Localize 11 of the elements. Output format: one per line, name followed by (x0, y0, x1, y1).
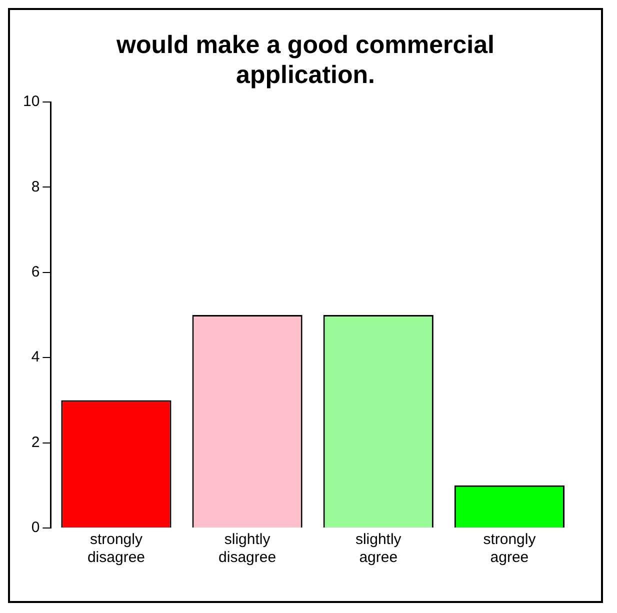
x-tick-label: strongly agree (483, 531, 536, 566)
y-tick-label: 2 (31, 434, 40, 451)
x-tick-label: slightly agree (355, 531, 402, 566)
x-tick-label: slightly disagree (218, 531, 276, 566)
y-tick-label: 6 (31, 264, 40, 281)
y-tick-label: 8 (31, 178, 40, 196)
y-tick-label: 10 (22, 93, 40, 110)
y-tick-label: 4 (31, 348, 40, 366)
x-tick-label: strongly disagree (87, 531, 145, 566)
y-tick-label: 0 (31, 519, 40, 536)
chart-title: would make a good commercial application. (116, 30, 496, 90)
